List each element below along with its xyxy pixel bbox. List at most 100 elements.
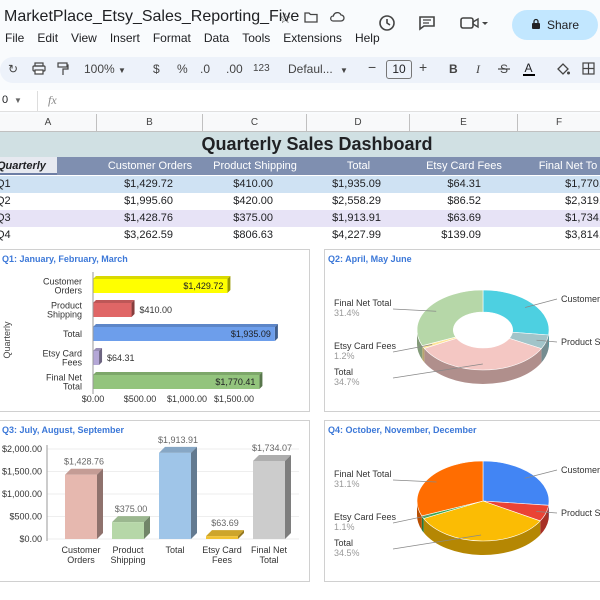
menu-edit[interactable]: Edit — [37, 31, 59, 45]
bar-top — [93, 276, 231, 279]
bar-top — [93, 300, 135, 303]
row-label: Q3 — [0, 212, 11, 224]
pie-slice — [416, 460, 484, 517]
chart-q3-panel[interactable]: Q3: July, August, September $2,000.00 $1,… — [0, 420, 310, 582]
version-history-icon[interactable] — [378, 14, 396, 35]
borders-icon[interactable] — [582, 62, 595, 78]
header-quarterly[interactable]: Quarterly — [0, 157, 57, 175]
leader-line — [392, 308, 437, 312]
menu-file[interactable]: File — [5, 31, 25, 45]
print-icon[interactable] — [32, 62, 46, 78]
chevron-down-icon: ▼ — [118, 66, 126, 75]
chevron-down-icon[interactable]: ▼ — [14, 96, 22, 105]
row-label: Q1 — [0, 178, 11, 190]
paint-format-icon[interactable] — [57, 62, 69, 79]
header-product-shipping[interactable]: Product Shipping — [213, 160, 297, 172]
table-row[interactable]: Q4 $3,262.59 $806.63 $4,227.99 $139.09 $… — [0, 227, 600, 244]
document-title[interactable]: MarketPlace_Etsy_Sales_Reporting_Five — [4, 8, 300, 25]
header-customer-orders[interactable]: Customer Orders — [107, 160, 193, 172]
column-header-f[interactable]: F — [555, 117, 563, 128]
currency-format-button[interactable]: $ — [153, 62, 160, 76]
menu-help[interactable]: Help — [354, 31, 380, 45]
slice-side — [417, 501, 422, 530]
header-etsy-card-fees[interactable]: Etsy Card Fees — [426, 160, 502, 172]
slice-side — [417, 330, 423, 360]
bold-button[interactable]: B — [449, 62, 458, 76]
menu-format[interactable]: Format — [152, 31, 191, 45]
name-box[interactable]: 0 — [2, 94, 9, 106]
category-label: Product — [51, 301, 83, 311]
text-color-icon[interactable]: A — [522, 61, 536, 80]
slice-side — [421, 515, 424, 533]
pie-slice — [482, 289, 550, 336]
increase-font-size-icon[interactable]: + — [419, 59, 428, 75]
chart-q2-panel[interactable]: Q2: April, May June Customer Product S Tot… — [324, 249, 600, 412]
chart-q4-panel[interactable]: Q4: October, November, December Customer… — [324, 420, 600, 582]
bar — [206, 536, 238, 539]
table-row[interactable]: Q3 $1,428.76 $375.00 $1,913.91 $63.69 $1… — [0, 210, 600, 227]
share-button[interactable]: Share — [512, 10, 598, 40]
table-row[interactable]: Q2 $1,995.60 $420.00 $2,558.29 $86.52 $2… — [0, 193, 600, 210]
x-tick-label: $500.00 — [124, 394, 157, 404]
column-header-b[interactable]: B — [97, 114, 203, 132]
menu-view[interactable]: View — [71, 31, 97, 45]
decrease-decimal-button[interactable]: .0 — [200, 62, 211, 76]
column-header-d[interactable]: D — [307, 114, 410, 132]
table-row[interactable]: Q1 $1,429.72 $410.00 $1,935.09 $64.31 $1… — [0, 176, 600, 193]
strikethrough-icon[interactable]: S — [498, 62, 510, 78]
data-label: $1,913.91 — [158, 435, 198, 445]
bar-top — [253, 454, 291, 461]
data-label: $1,770.41 — [215, 377, 255, 387]
cloud-status-icon[interactable] — [329, 10, 345, 26]
star-icon[interactable]: ☆ — [279, 10, 292, 26]
leader-line — [392, 344, 433, 353]
category-label: Orders — [54, 286, 82, 296]
cell-value: $375.00 — [233, 212, 273, 224]
decrease-font-size-icon[interactable]: − — [368, 59, 377, 75]
redo-icon[interactable]: ↻ — [8, 62, 19, 76]
menu-extensions[interactable]: Extensions — [283, 31, 342, 45]
category-label: Shipping — [110, 555, 145, 565]
bar-side — [99, 348, 103, 365]
column-header-e[interactable]: E — [410, 114, 518, 132]
lock-icon — [531, 18, 541, 33]
header-final-net-total[interactable]: Final Net To — [538, 160, 598, 172]
category-label: Shipping — [47, 310, 82, 320]
fill-color-icon[interactable] — [556, 62, 570, 79]
slice-side — [423, 518, 541, 555]
sheet-grid[interactable]: Quarterly Sales Dashboard Quarterly Cust… — [0, 132, 600, 600]
header-total[interactable]: Total — [346, 160, 371, 172]
slice-percent: 31.1% — [334, 479, 360, 489]
leader-line — [524, 469, 558, 479]
move-folder-icon[interactable] — [304, 10, 318, 26]
bar — [93, 327, 275, 341]
bar-top — [93, 348, 103, 351]
comments-icon[interactable] — [418, 15, 436, 34]
font-size-input[interactable]: 10 — [386, 60, 412, 79]
bar-side — [97, 468, 103, 539]
column-header-c[interactable]: C — [203, 114, 307, 132]
increase-decimal-button[interactable]: .00 — [226, 62, 243, 76]
leader-line — [524, 298, 558, 308]
column-header-a[interactable]: A — [0, 114, 97, 132]
meet-icon[interactable] — [460, 16, 488, 33]
italic-button[interactable]: I — [476, 62, 480, 76]
data-label: $375.00 — [115, 504, 148, 514]
share-label: Share — [546, 18, 580, 32]
slice-side — [424, 348, 542, 384]
x-tick-label: $1,500.00 — [214, 394, 254, 404]
category-label: Orders — [67, 555, 95, 565]
chart-q1-panel[interactable]: Q1: January, February, March Quarterly Cu… — [0, 249, 310, 412]
slice-label: Customer — [561, 294, 600, 304]
menu-data[interactable]: Data — [203, 31, 230, 45]
menu-insert[interactable]: Insert — [109, 31, 140, 45]
zoom-select[interactable]: 100% ▼ — [84, 62, 126, 76]
percent-format-button[interactable]: % — [177, 62, 188, 76]
menu-tools[interactable]: Tools — [242, 31, 271, 45]
font-select[interactable]: Defaul... ▼ — [288, 62, 348, 76]
dashboard-title[interactable]: Quarterly Sales Dashboard — [0, 132, 600, 157]
bar-side — [144, 516, 150, 539]
toolbar: ↻ 100% ▼ $ % .0 .00 123 Defaul... ▼ − 10… — [0, 57, 600, 83]
number-format-button[interactable]: 123 — [253, 63, 270, 74]
cell-value: $1,913.91 — [332, 212, 381, 224]
